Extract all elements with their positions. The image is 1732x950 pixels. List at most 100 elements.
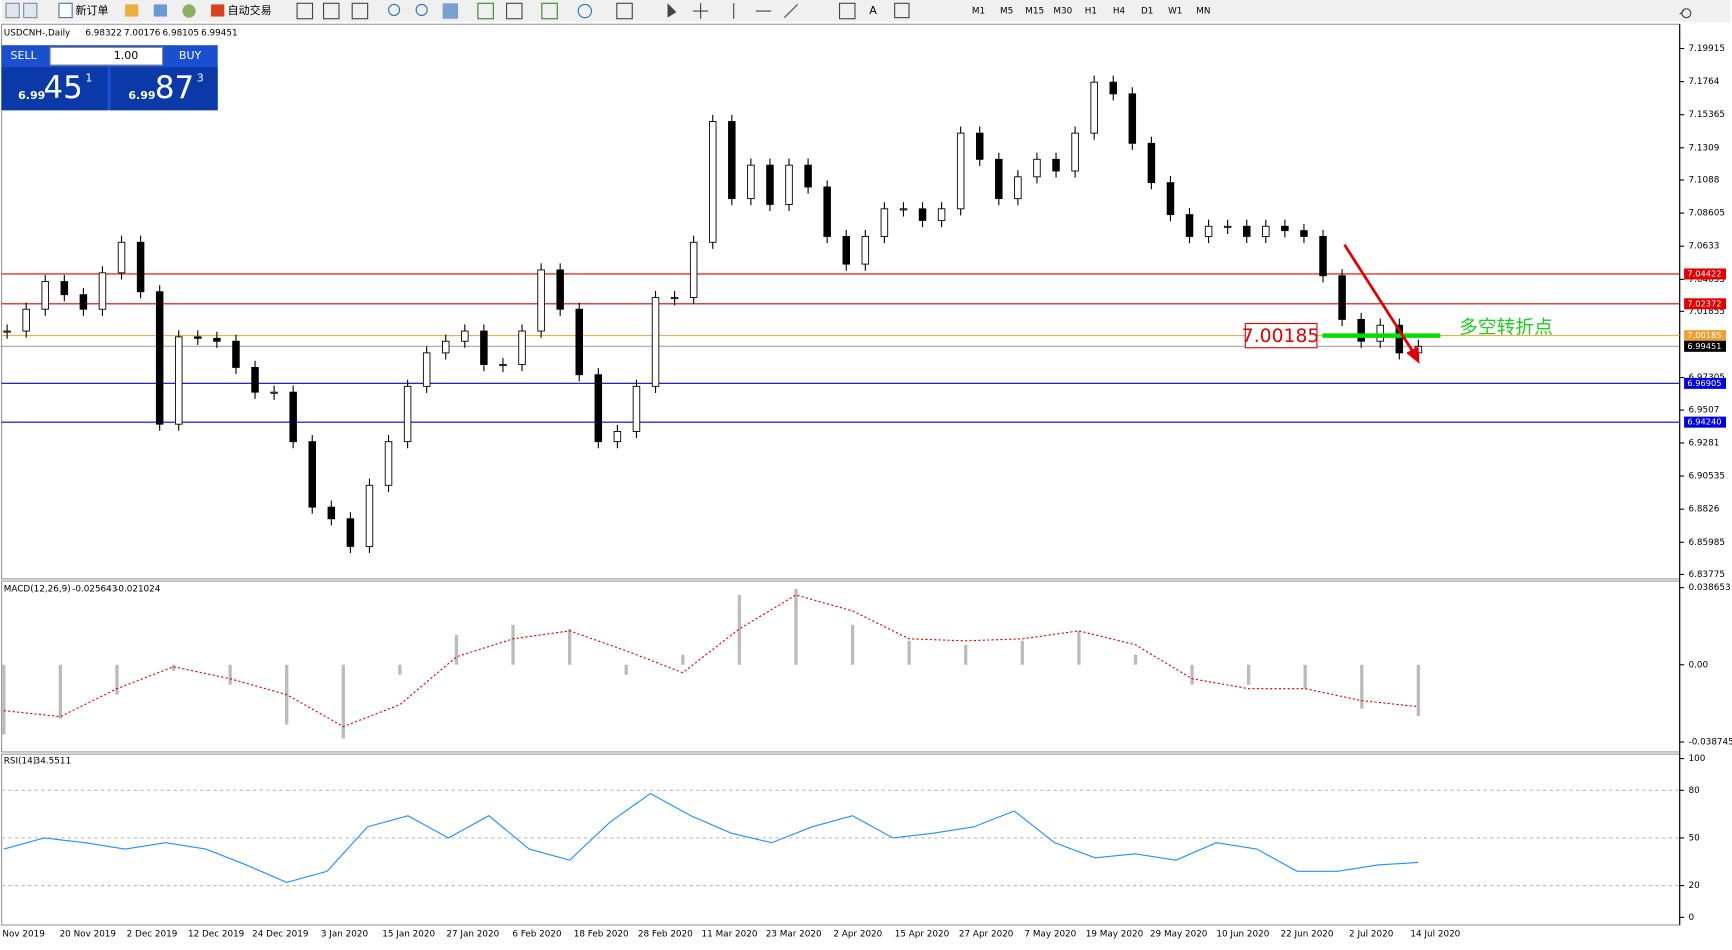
icon[interactable] — [351, 2, 369, 20]
candle — [842, 236, 850, 265]
candle — [575, 308, 583, 376]
level-label: 6.99451 — [1687, 341, 1721, 351]
buy-price-box[interactable] — [110, 67, 218, 111]
level-tag — [1684, 330, 1726, 342]
macd-bar — [1360, 664, 1364, 709]
auto-trade[interactable]: 自动交易 — [228, 3, 272, 17]
sell-price-box[interactable] — [1, 67, 108, 111]
icon[interactable] — [894, 2, 910, 19]
icon[interactable] — [58, 2, 73, 19]
level-label: 7.02372 — [1687, 298, 1721, 308]
icon[interactable] — [296, 2, 314, 20]
buy-sup: 3 — [197, 71, 204, 84]
icon[interactable] — [125, 4, 139, 17]
icon[interactable] — [733, 3, 799, 19]
macd-bar — [850, 624, 855, 665]
candle — [155, 291, 164, 425]
macd-bar — [1133, 654, 1138, 665]
candle — [60, 281, 69, 296]
timeframe[interactable]: H1 — [1085, 7, 1097, 17]
timeframe[interactable]: D1 — [1141, 7, 1153, 17]
y-tick-label: 6.85985 — [1689, 538, 1725, 548]
candle — [365, 484, 374, 547]
icon[interactable] — [322, 2, 340, 20]
y-tick-label: 7.1764 — [1689, 77, 1720, 87]
trend-arrow — [1343, 244, 1417, 356]
icon[interactable] — [506, 2, 523, 20]
macd-bar — [1246, 664, 1251, 685]
sell-button[interactable]: SELL — [11, 49, 38, 62]
icon[interactable] — [616, 2, 633, 20]
icon[interactable] — [477, 2, 494, 20]
candle — [194, 336, 202, 339]
timeframe[interactable]: H4 — [1113, 7, 1126, 17]
y-tick-label: 0.00 — [1689, 660, 1709, 670]
icon[interactable] — [415, 3, 428, 16]
timeframe[interactable]: M1 — [972, 7, 985, 17]
timeframe[interactable]: M30 — [1053, 7, 1072, 17]
icon[interactable] — [388, 3, 401, 16]
macd-bar — [1303, 664, 1307, 689]
macd-bar — [964, 644, 968, 665]
macd-bar — [398, 664, 402, 675]
rsi-value: 34.5511 — [35, 756, 71, 766]
lots[interactable]: 1.00 — [114, 49, 139, 62]
icon[interactable]: A — [869, 4, 877, 17]
candle — [213, 337, 221, 342]
price-label: 7.00185 — [1242, 326, 1319, 347]
icon[interactable] — [211, 4, 225, 17]
candle — [537, 269, 545, 332]
timeframe[interactable]: M15 — [1025, 7, 1044, 17]
macd-bar — [1077, 630, 1081, 665]
y-tick-label: 7.08605 — [1689, 209, 1725, 219]
icon[interactable] — [23, 2, 38, 19]
icon[interactable] — [153, 4, 167, 17]
y-tick-label: 50 — [1689, 833, 1701, 843]
candle — [422, 352, 431, 387]
x-label: 27 Jan 2020 — [446, 929, 499, 939]
y-tick-label: 7.1088 — [1689, 175, 1720, 185]
macd-bar — [907, 640, 911, 665]
price-panel — [1, 23, 1681, 580]
y-tick-label: 6.83775 — [1689, 570, 1725, 580]
candle — [1014, 176, 1022, 200]
lots-box[interactable] — [49, 46, 164, 66]
macd-panel — [1, 580, 1681, 753]
macd-value: -0.021024 — [115, 584, 161, 594]
timeframe[interactable]: MN — [1196, 7, 1210, 17]
icon[interactable] — [442, 3, 459, 19]
y-tick-label: 7.01855 — [1689, 307, 1725, 317]
sell-big: 45 — [43, 70, 82, 106]
candle — [518, 330, 526, 365]
y-tick-label: 7.19915 — [1689, 44, 1725, 54]
macd-bar — [115, 664, 119, 695]
header-ohlc: 6.98322 7.00176 6.98105 6.99451 — [85, 29, 237, 39]
macd-label: MACD(12,26,9) — [4, 584, 71, 594]
search-icon[interactable] — [1679, 8, 1692, 19]
icon[interactable] — [692, 3, 709, 19]
plot: 7.19915 7.1764 7.15365 7.1309 7.1088 7.08605 7… — [1, 44, 1732, 939]
candle — [1319, 236, 1327, 277]
timeframe[interactable]: M5 — [1000, 7, 1013, 17]
icon[interactable] — [667, 3, 677, 18]
candle — [766, 164, 774, 205]
candle — [1109, 81, 1117, 95]
x-label: 2 Jul 2020 — [1349, 929, 1394, 939]
y-tick-label: 100 — [1689, 754, 1706, 764]
buy-button[interactable]: BUY — [179, 49, 202, 62]
timeframe[interactable]: W1 — [1168, 7, 1182, 17]
macd-bar — [228, 664, 232, 685]
candle — [1033, 158, 1041, 178]
icon[interactable] — [577, 3, 593, 19]
level-tag — [1684, 298, 1726, 310]
candle — [1204, 225, 1213, 237]
candle — [632, 385, 641, 432]
candle — [98, 272, 107, 310]
icon[interactable] — [838, 2, 856, 20]
icon[interactable] — [5, 2, 20, 19]
new-order[interactable]: 新订单 — [75, 3, 108, 17]
icon[interactable] — [182, 4, 196, 18]
icon[interactable] — [541, 2, 558, 20]
level-label: 6.94240 — [1687, 417, 1721, 427]
x-label: 28 Feb 2020 — [638, 929, 693, 939]
